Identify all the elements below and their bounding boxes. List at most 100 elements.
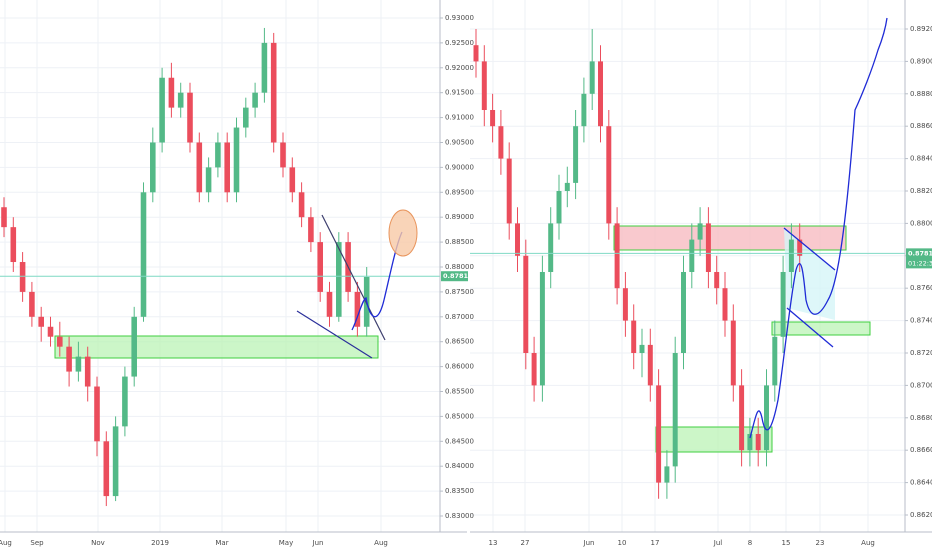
candle-body [639,344,645,353]
candle-body [614,223,620,289]
candle-body [515,223,520,256]
candle-body [498,126,504,159]
flag-area [784,228,835,320]
candle-body [280,142,286,168]
candle-body [289,167,296,193]
candle-body [606,126,612,224]
candle-body [205,167,212,193]
grid-layer [0,0,905,532]
candle-body [647,344,653,386]
supply-zone [613,225,847,251]
candle-body [573,126,579,183]
candle-body [252,92,258,108]
candle-body [523,255,529,353]
candle-body [38,316,44,327]
candle-body [656,385,662,483]
candle-body [764,385,769,451]
y-tick-label: 0.84000 [445,462,474,470]
y-tick-label: 0.88600 [910,122,932,130]
candle-body [19,262,26,292]
trend-line [321,214,386,341]
candle-body [689,239,695,272]
y-tick-label: 0.87500 [445,288,474,296]
candle-body [705,223,711,272]
candle-body [94,386,100,442]
candle-body [10,227,17,263]
candle-body [747,433,753,451]
y-tick-label: 0.91500 [445,89,474,97]
candle-body [714,271,720,289]
candle-body [697,223,703,240]
candle-body [168,77,175,108]
y-tick-label: 0.89000 [445,213,474,221]
y-tick-label: 0.89000 [910,57,932,65]
candle-body [336,242,342,317]
y-tick-label: 0.90500 [445,138,474,146]
drawings-layer [296,17,888,439]
candle-body [122,376,128,427]
last-price-tag [906,248,932,269]
candle-body [354,291,361,327]
candle-body [112,426,119,497]
candle-body [196,142,203,193]
y-tick-label: 0.86800 [910,414,932,422]
candle-body [672,352,678,467]
candle-body [261,42,268,93]
x-tick-label: 2019 [151,539,169,547]
y-tick-label: 0.85000 [445,412,474,420]
y-tick-label: 0.89200 [910,25,932,33]
trend-line [786,307,834,348]
candle-body [131,316,137,377]
projection-path [749,17,888,439]
x-tick-label: May [279,539,293,547]
candle-body [159,77,165,143]
candle-body [772,336,778,386]
x-tick-label: Jun [583,539,595,547]
candle-body [622,288,628,321]
x-tick-label: Aug [861,539,875,547]
candle-body [1,207,7,228]
candle-body [539,271,545,386]
candle-body [797,239,803,256]
candle-body [788,239,794,272]
candle-body [755,433,761,451]
candle-body [243,107,249,128]
last-price-label: 0.87815 [443,272,473,280]
y-tick-label: 0.85500 [445,388,474,396]
candle-body [150,142,156,193]
candle-body [531,352,537,386]
candle-body [631,320,637,353]
candle-body [308,217,314,243]
x-tick-label: Sep [30,539,44,547]
y-tick-label: 0.86600 [910,446,932,454]
candle-body [556,190,562,224]
x-tick-label: 8 [748,539,752,547]
candle-body [490,109,496,127]
y-tick-label: 0.92500 [445,39,474,47]
y-tick-label: 0.87000 [910,381,932,389]
candle-body [681,271,686,353]
candle-body [57,336,63,347]
candle-body [84,356,91,387]
candle-body [473,45,479,62]
y-tick-label: 0.91000 [445,114,474,122]
candle-body [730,320,736,386]
candle-body [589,61,595,94]
candle-body [581,93,587,127]
target-ellipse [388,209,418,257]
candle-body [187,92,193,143]
x-tick-label: 27 [521,539,530,547]
candle-body [739,385,745,451]
candle-body [75,356,82,372]
y-tick-label: 0.88000 [910,219,932,227]
candle-body [298,192,305,218]
x-tick-label: 15 [782,539,791,547]
x-tick-label: Jun [312,539,324,547]
candle-body [140,192,147,317]
candle-body [326,291,333,317]
candle-body [664,466,670,483]
x-tick-label: Nov [91,539,105,547]
y-tick-label: 0.86200 [910,511,932,519]
